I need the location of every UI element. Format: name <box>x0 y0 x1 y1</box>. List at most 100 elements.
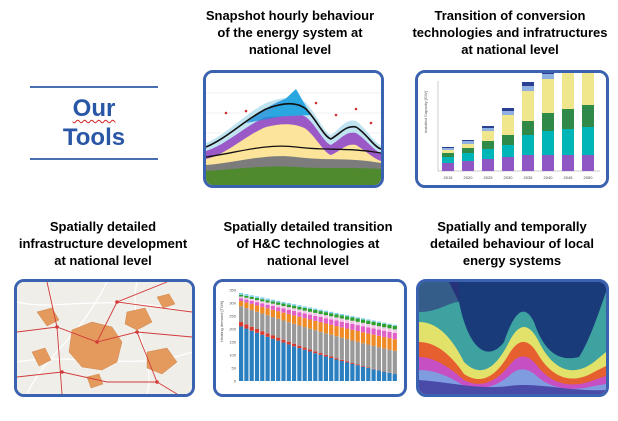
hc-bar-segment <box>313 353 318 381</box>
conversion-bar-segment <box>502 145 514 157</box>
hc-bar-segment <box>307 319 313 329</box>
conversion-bar-segment <box>522 91 534 121</box>
infrastructure-map <box>17 282 192 394</box>
hc-bar-segment <box>292 308 297 311</box>
conversion-xtick: 2040 <box>544 175 554 180</box>
layer-corner <box>419 282 459 312</box>
caption-snapshot-hourly-text: Snapshot hourly behaviour of the energy … <box>190 7 390 58</box>
hc-bar-segment <box>249 303 254 310</box>
hc-bar-segment <box>286 303 291 305</box>
hc-bar-segment <box>366 319 371 321</box>
conversion-bar-segment <box>442 153 454 157</box>
hc-bar-segment <box>387 331 392 339</box>
hc-bar-segment <box>350 323 355 330</box>
caption-line-2: infrastructure development <box>18 236 188 251</box>
hc-bar-segment <box>339 337 344 360</box>
caption-spatial-temporal-local: Spatially and temporally detailed behavi… <box>412 218 612 269</box>
line-demand <box>206 102 381 150</box>
hc-bar-segment <box>355 364 360 366</box>
conversion-bar-segment <box>542 113 554 131</box>
hc-bar-segment <box>244 297 249 300</box>
hc-bar-segment <box>307 314 313 320</box>
hc-bar-segment <box>286 307 291 310</box>
hc-bar-segment <box>323 354 328 357</box>
hc-bar-segment <box>318 314 323 317</box>
hc-bar-segment <box>239 306 244 323</box>
hc-bar-segment <box>382 336 387 349</box>
hc-bar-segment <box>371 345 376 369</box>
hc-bar-segment <box>265 308 270 316</box>
conversion-xtick: 2015 <box>444 175 454 180</box>
title-top-divider <box>30 86 158 88</box>
hc-bar-segment <box>265 302 270 305</box>
hc-bar-segment <box>366 320 371 325</box>
line-baseload <box>206 145 381 158</box>
hc-bar-segment <box>313 308 318 311</box>
hc-bar-segment <box>345 322 350 329</box>
hc-bar-segment <box>392 350 397 375</box>
hc-bar-segment <box>281 312 286 321</box>
hc-bar-segment <box>270 335 275 339</box>
conversion-bar-segment <box>522 121 534 135</box>
hc-bar-segment <box>276 340 281 381</box>
hc-bar-segment <box>345 339 350 362</box>
conversion-bar-segment <box>562 129 574 155</box>
hc-bar-segment <box>350 362 355 364</box>
hc-bar-segment <box>339 359 344 362</box>
hc-bar-segment <box>286 322 291 342</box>
hc-bar-segment <box>371 320 376 322</box>
urban-areas <box>31 293 178 389</box>
hc-bar-segment <box>281 306 286 309</box>
hc-bar-segment <box>307 308 313 312</box>
hc-ytick: 200 <box>229 327 236 332</box>
hc-bar-segment <box>382 322 387 324</box>
hc-bar-segment <box>339 318 344 322</box>
hc-bar-segment <box>244 324 249 329</box>
conversion-bar-segment <box>482 149 494 159</box>
conversion-bar-chart: Installed Capacity [GW] 2015 2020 2025 2030… <box>418 73 606 185</box>
hc-bar-segment <box>355 341 360 365</box>
hc-bar-segment <box>281 308 286 313</box>
conversion-bar-segment <box>562 109 574 129</box>
conversion-bar-segment <box>542 131 554 155</box>
hc-bar-segment <box>281 303 286 307</box>
hc-bar-segment <box>392 325 397 330</box>
hc-bar-segment <box>244 302 249 309</box>
spatial-temporal-local-panel <box>416 279 609 397</box>
caption-line-2: technologies and infratructures <box>412 25 608 40</box>
hc-bar-segment <box>239 300 244 307</box>
hc-bar-segment <box>260 299 265 302</box>
conversion-bar-segment <box>502 111 514 115</box>
hc-bar-segment <box>244 308 249 325</box>
hc-bar-segment <box>323 323 328 334</box>
hc-bar-segment <box>329 356 334 358</box>
hc-bar-segment <box>318 309 323 312</box>
conversion-bar-segment <box>462 148 474 153</box>
hc-bar-segment <box>239 294 244 297</box>
caption-spatial-hc: Spatially detailed transition of H&C tec… <box>208 218 408 269</box>
hc-bar-segment <box>360 332 366 344</box>
hc-bar-segment <box>239 298 244 301</box>
hc-bar-segment <box>307 351 313 381</box>
conversion-bar-segment <box>442 163 454 171</box>
hc-bar-segment <box>286 344 291 381</box>
hc-bar-segment <box>244 295 249 298</box>
hc-bar-segment <box>360 319 366 323</box>
hc-bar-segment <box>249 326 254 331</box>
caption-line-3: national level <box>266 253 350 268</box>
hc-bar-segment <box>276 311 281 319</box>
hc-bar-segment <box>339 313 344 316</box>
local-energy-chart <box>419 282 606 394</box>
hc-bar-segment <box>318 354 323 381</box>
hc-bar-segment <box>387 324 392 329</box>
hc-bar-segment <box>244 299 249 303</box>
hc-bar-segment <box>265 315 270 334</box>
caption-line-2: detailed behaviour of local <box>430 236 594 251</box>
conversion-bar-segment <box>542 79 554 113</box>
title-word-tools: Tools <box>62 124 126 151</box>
hc-bar-segment <box>329 357 334 381</box>
conversion-xtick: 2050 <box>584 175 594 180</box>
hc-bar-segment <box>392 339 397 351</box>
hc-bar-segment <box>313 320 318 331</box>
hc-bar-segment <box>350 329 355 341</box>
